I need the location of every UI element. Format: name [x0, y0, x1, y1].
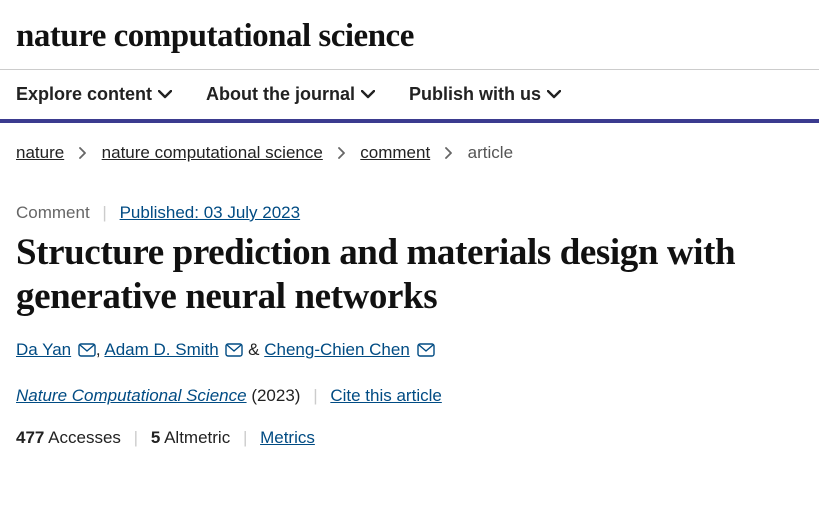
chevron-right-icon [79, 143, 87, 163]
mail-icon[interactable] [225, 343, 243, 357]
chevron-down-icon [547, 90, 561, 99]
meta-divider: | [243, 428, 247, 448]
meta-divider: | [313, 386, 317, 406]
nav-publish-with-us[interactable]: Publish with us [409, 84, 561, 105]
chevron-down-icon [361, 90, 375, 99]
cite-article-link[interactable]: Cite this article [330, 386, 441, 405]
journal-title[interactable]: nature computational science [16, 18, 803, 55]
citation-line: Nature Computational Science (2023) | Ci… [0, 360, 819, 406]
mail-icon[interactable] [78, 343, 96, 357]
breadcrumb-nature[interactable]: nature [16, 143, 64, 162]
nav-item-label: About the journal [206, 84, 355, 105]
breadcrumb-journal[interactable]: nature computational science [102, 143, 323, 162]
journal-masthead: nature computational science [0, 0, 819, 69]
author-list: Da Yan , Adam D. Smith & Cheng-Chien Che… [0, 318, 819, 360]
author-link[interactable]: Cheng-Chien Chen [264, 340, 410, 359]
nav-about-journal[interactable]: About the journal [206, 84, 375, 105]
metrics-link[interactable]: Metrics [260, 428, 315, 447]
publication-year: (2023) [251, 386, 300, 405]
published-date-link[interactable]: Published: 03 July 2023 [120, 203, 301, 222]
breadcrumb: nature nature computational science comm… [0, 123, 819, 163]
chevron-right-icon [338, 143, 346, 163]
accesses-count: 477 [16, 428, 44, 447]
altmetric-label: Altmetric [164, 428, 230, 447]
breadcrumb-current: article [468, 143, 513, 162]
breadcrumb-comment[interactable]: comment [360, 143, 430, 162]
article-type-label: Comment [16, 203, 90, 222]
nav-item-label: Publish with us [409, 84, 541, 105]
meta-divider: | [102, 203, 106, 223]
article-meta: Comment | Published: 03 July 2023 [0, 163, 819, 223]
article-title: Structure prediction and materials desig… [0, 223, 819, 318]
nav-explore-content[interactable]: Explore content [16, 84, 172, 105]
chevron-right-icon [445, 143, 453, 163]
journal-reference-link[interactable]: Nature Computational Science [16, 386, 247, 405]
meta-divider: | [134, 428, 138, 448]
primary-nav: Explore content About the journal Publis… [0, 69, 819, 123]
author-link[interactable]: Adam D. Smith [104, 340, 218, 359]
altmetric-count: 5 [151, 428, 160, 447]
mail-icon[interactable] [417, 343, 435, 357]
nav-item-label: Explore content [16, 84, 152, 105]
author-separator: & [243, 340, 264, 359]
chevron-down-icon [158, 90, 172, 99]
author-link[interactable]: Da Yan [16, 340, 71, 359]
accesses-label: Accesses [48, 428, 121, 447]
metrics-line: 477 Accesses | 5 Altmetric | Metrics [0, 406, 819, 464]
